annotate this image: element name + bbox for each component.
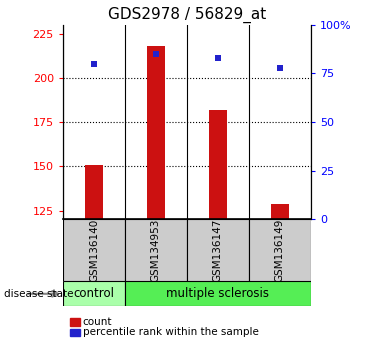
Text: count: count bbox=[83, 317, 112, 327]
Text: GSM136140: GSM136140 bbox=[89, 219, 99, 282]
Text: GSM136149: GSM136149 bbox=[275, 219, 285, 282]
Text: multiple sclerosis: multiple sclerosis bbox=[166, 287, 269, 300]
Text: disease state: disease state bbox=[4, 289, 73, 299]
Bar bbox=[270, 204, 289, 219]
Text: GSM134953: GSM134953 bbox=[151, 219, 161, 282]
Bar bbox=[63, 219, 125, 281]
Text: GSM136147: GSM136147 bbox=[213, 219, 223, 282]
Bar bbox=[249, 219, 311, 281]
Title: GDS2978 / 56829_at: GDS2978 / 56829_at bbox=[108, 7, 266, 23]
Bar bbox=[85, 165, 103, 219]
Bar bbox=[63, 281, 125, 306]
Bar bbox=[125, 219, 187, 281]
Bar bbox=[209, 110, 227, 219]
Bar bbox=[187, 219, 249, 281]
Text: percentile rank within the sample: percentile rank within the sample bbox=[83, 327, 258, 337]
Bar bbox=[147, 46, 165, 219]
Text: control: control bbox=[73, 287, 114, 300]
Bar bbox=[125, 281, 311, 306]
